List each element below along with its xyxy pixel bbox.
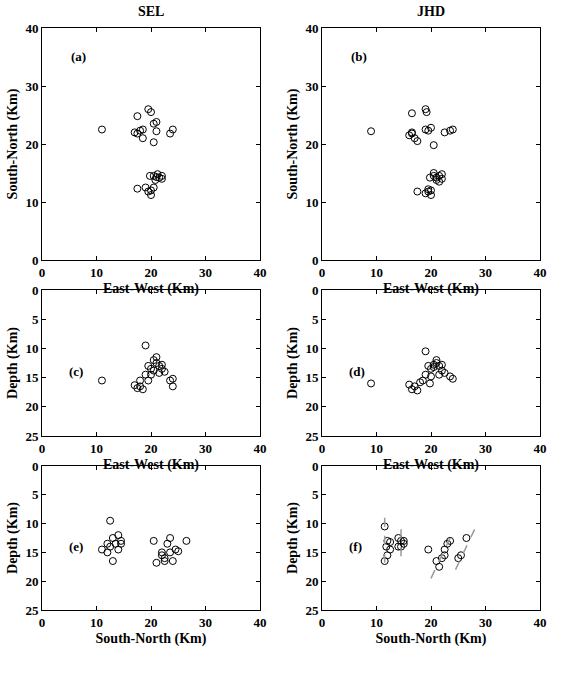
svg-text:30: 30 — [199, 265, 212, 280]
svg-text:0: 0 — [319, 615, 326, 630]
svg-text:0: 0 — [319, 441, 326, 456]
svg-text:40: 40 — [25, 21, 38, 36]
svg-text:0: 0 — [312, 459, 319, 474]
svg-text:0: 0 — [32, 459, 39, 474]
svg-text:Depth (Km): Depth (Km) — [285, 502, 301, 574]
svg-text:30: 30 — [199, 615, 212, 630]
svg-text:30: 30 — [479, 441, 492, 456]
svg-text:30: 30 — [479, 615, 492, 630]
svg-text:20: 20 — [425, 265, 438, 280]
svg-text:40: 40 — [534, 615, 547, 630]
svg-text:20: 20 — [145, 441, 158, 456]
svg-text:40: 40 — [305, 21, 318, 36]
svg-text:JHD: JHD — [417, 4, 445, 19]
svg-text:0: 0 — [312, 253, 319, 268]
svg-text:20: 20 — [145, 265, 158, 280]
svg-text:40: 40 — [254, 265, 267, 280]
svg-text:South-North (Km): South-North (Km) — [96, 631, 207, 647]
svg-text:5: 5 — [32, 487, 39, 502]
svg-text:30: 30 — [199, 441, 212, 456]
svg-text:40: 40 — [534, 441, 547, 456]
svg-text:15: 15 — [25, 545, 39, 560]
svg-text:10: 10 — [305, 341, 318, 356]
svg-text:South-North (Km): South-North (Km) — [5, 88, 21, 199]
svg-text:(f): (f) — [349, 539, 362, 554]
svg-text:15: 15 — [305, 370, 319, 385]
svg-text:(e): (e) — [69, 539, 83, 554]
svg-text:20: 20 — [305, 399, 318, 414]
svg-text:0: 0 — [32, 253, 39, 268]
svg-text:5: 5 — [32, 312, 39, 327]
svg-text:20: 20 — [305, 137, 318, 152]
svg-text:SEL: SEL — [138, 4, 164, 19]
svg-text:East-West (Km): East-West (Km) — [103, 457, 199, 473]
svg-text:25: 25 — [25, 429, 39, 444]
svg-text:0: 0 — [32, 283, 39, 298]
svg-text:0: 0 — [39, 615, 46, 630]
svg-text:15: 15 — [25, 370, 39, 385]
svg-text:10: 10 — [370, 441, 383, 456]
svg-text:20: 20 — [425, 441, 438, 456]
svg-text:20: 20 — [25, 574, 38, 589]
svg-text:East-West (Km): East-West (Km) — [103, 281, 199, 297]
svg-text:15: 15 — [305, 545, 319, 560]
svg-text:Depth (Km): Depth (Km) — [5, 327, 21, 399]
svg-text:0: 0 — [312, 283, 319, 298]
svg-text:10: 10 — [90, 615, 103, 630]
svg-text:10: 10 — [25, 516, 38, 531]
svg-text:20: 20 — [145, 615, 158, 630]
svg-text:(c): (c) — [69, 364, 83, 379]
svg-text:(b): (b) — [351, 49, 367, 64]
svg-text:10: 10 — [90, 265, 103, 280]
svg-text:20: 20 — [25, 399, 38, 414]
svg-text:40: 40 — [534, 265, 547, 280]
svg-text:10: 10 — [25, 341, 38, 356]
svg-text:25: 25 — [25, 603, 39, 618]
svg-text:East-West (Km): East-West (Km) — [383, 281, 479, 297]
svg-text:10: 10 — [370, 615, 383, 630]
svg-text:40: 40 — [254, 615, 267, 630]
svg-text:20: 20 — [305, 574, 318, 589]
svg-text:5: 5 — [312, 487, 319, 502]
svg-text:(a): (a) — [71, 49, 86, 64]
svg-text:10: 10 — [305, 516, 318, 531]
svg-text:30: 30 — [479, 265, 492, 280]
svg-text:10: 10 — [370, 265, 383, 280]
svg-text:0: 0 — [319, 265, 326, 280]
svg-text:East-West (Km): East-West (Km) — [383, 457, 479, 473]
svg-text:10: 10 — [305, 195, 318, 210]
svg-text:0: 0 — [39, 265, 46, 280]
svg-text:25: 25 — [305, 603, 319, 618]
svg-text:30: 30 — [25, 79, 38, 94]
svg-text:South-North (Km): South-North (Km) — [285, 88, 301, 199]
svg-text:Depth (Km): Depth (Km) — [5, 502, 21, 574]
svg-text:20: 20 — [425, 615, 438, 630]
svg-text:5: 5 — [312, 312, 319, 327]
svg-text:(d): (d) — [349, 364, 365, 379]
svg-text:10: 10 — [25, 195, 38, 210]
svg-text:10: 10 — [90, 441, 103, 456]
svg-text:0: 0 — [39, 441, 46, 456]
svg-text:20: 20 — [25, 137, 38, 152]
svg-text:South-North (Km): South-North (Km) — [376, 631, 487, 647]
svg-text:30: 30 — [305, 79, 318, 94]
svg-text:25: 25 — [305, 429, 319, 444]
svg-text:Depth (Km): Depth (Km) — [285, 327, 301, 399]
svg-text:40: 40 — [254, 441, 267, 456]
